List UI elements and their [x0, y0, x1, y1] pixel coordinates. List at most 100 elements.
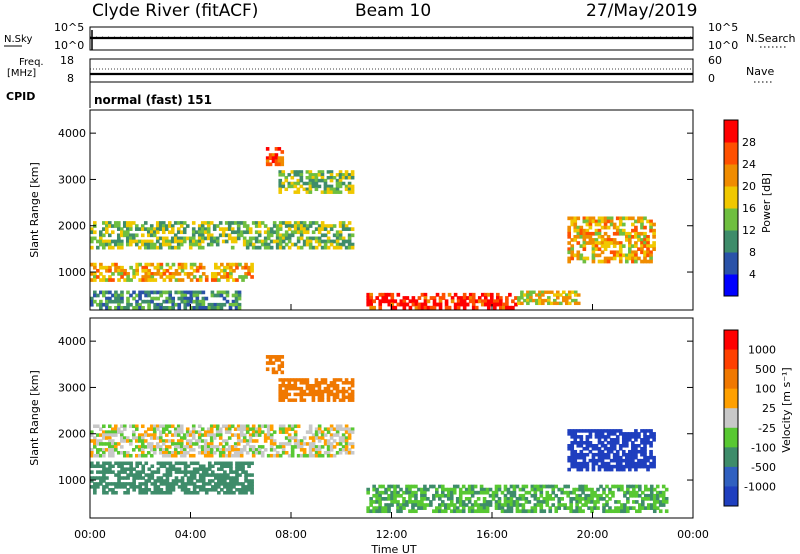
data-cell	[210, 485, 215, 489]
data-cell	[230, 221, 235, 225]
data-cell	[576, 464, 581, 469]
data-cell	[110, 453, 115, 458]
data-cell	[497, 503, 502, 507]
data-cell	[557, 487, 562, 492]
data-cell	[107, 233, 112, 238]
data-cell	[567, 467, 572, 472]
data-cell	[347, 236, 352, 241]
data-cell	[596, 500, 600, 504]
data-cell	[150, 476, 155, 480]
data-cell	[655, 484, 660, 489]
data-cell	[99, 299, 103, 304]
data-cell	[260, 445, 265, 449]
data-cell	[384, 299, 389, 304]
data-cell	[120, 470, 124, 474]
data-cell	[536, 503, 541, 507]
data-cell	[195, 470, 200, 474]
data-cell	[375, 500, 379, 504]
data-cell	[207, 305, 212, 310]
data-cell	[156, 305, 160, 310]
data-cell	[329, 453, 334, 458]
data-cell	[111, 464, 115, 469]
data-cell	[643, 429, 647, 433]
data-cell	[338, 233, 343, 238]
data-cell	[635, 509, 639, 514]
data-cell	[423, 506, 427, 510]
data-cell	[593, 500, 597, 504]
data-cell	[158, 221, 163, 225]
data-cell	[296, 245, 301, 250]
data-cell	[329, 442, 334, 446]
data-cell	[603, 241, 608, 245]
data-cell	[326, 453, 331, 458]
data-cell	[93, 488, 97, 492]
data-cell	[233, 448, 238, 452]
data-cell	[186, 302, 191, 307]
data-cell	[278, 224, 283, 228]
data-cell	[219, 290, 224, 295]
data-cell	[597, 446, 602, 451]
data-cell	[120, 467, 124, 471]
data-cell	[471, 305, 476, 310]
data-cell	[210, 275, 215, 279]
data-cell	[173, 236, 178, 241]
data-cell	[110, 224, 115, 228]
data-cell	[161, 221, 166, 225]
data-cell	[435, 493, 439, 498]
data-cell	[129, 293, 133, 298]
data-cell	[233, 239, 238, 244]
data-cell	[652, 432, 656, 436]
data-cell	[582, 256, 587, 261]
data-cell	[185, 236, 190, 241]
data-cell	[554, 493, 559, 498]
data-cell	[344, 424, 349, 429]
data-cell	[248, 448, 253, 452]
data-cell	[455, 500, 460, 504]
data-cell	[575, 503, 579, 507]
data-cell	[156, 479, 161, 483]
data-cell	[293, 398, 298, 402]
data-cell	[497, 500, 502, 504]
data-cell	[278, 395, 283, 400]
data-cell	[305, 227, 310, 231]
data-cell	[302, 442, 307, 446]
data-cell	[664, 509, 669, 514]
data-cell	[197, 233, 202, 238]
data-cell	[271, 355, 276, 359]
data-cell	[326, 383, 331, 388]
data-cell	[338, 242, 343, 247]
data-cell	[277, 358, 282, 362]
data-cell	[269, 230, 274, 235]
data-cell	[506, 500, 511, 504]
data-cell	[545, 500, 550, 504]
data-cell	[221, 239, 226, 244]
data-cell	[290, 453, 295, 458]
data-cell	[179, 442, 184, 446]
data-cell	[229, 461, 233, 466]
data-cell	[512, 503, 517, 507]
data-cell	[623, 503, 627, 507]
data-cell	[284, 236, 289, 241]
data-cell	[235, 479, 239, 483]
data-cell	[518, 493, 523, 498]
data-cell	[212, 433, 217, 437]
data-cell	[594, 446, 599, 451]
data-cell	[369, 497, 373, 501]
data-cell	[269, 448, 274, 452]
data-cell	[183, 464, 188, 469]
data-cell	[612, 458, 617, 463]
data-cell	[287, 427, 292, 431]
data-cell	[594, 241, 599, 245]
data-cell	[570, 247, 575, 252]
data-cell	[99, 305, 103, 310]
data-cell	[628, 235, 632, 239]
data-cell	[213, 275, 218, 279]
data-cell	[640, 429, 644, 433]
data-cell	[280, 150, 285, 154]
data-cell	[242, 224, 247, 228]
data-cell	[129, 467, 133, 471]
data-cell	[95, 448, 100, 452]
data-cell	[216, 293, 221, 298]
data-cell	[293, 221, 298, 225]
data-cell	[144, 299, 148, 304]
